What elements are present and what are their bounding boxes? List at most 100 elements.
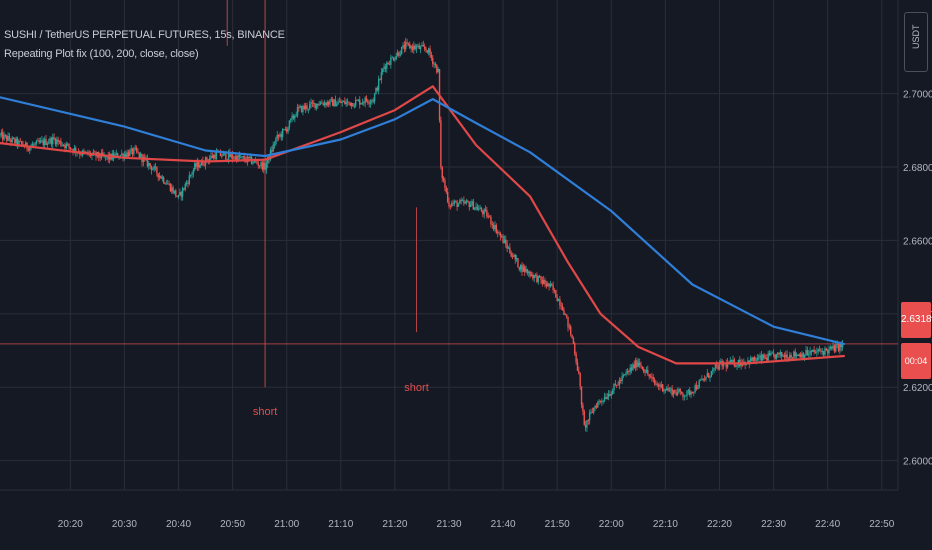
candle-body [713,367,715,370]
candle-body [749,357,752,365]
candle-body [492,224,495,230]
candle-body [799,354,802,358]
ma-200-line [0,96,846,345]
candle-body [588,412,591,421]
candle-body [172,187,174,194]
candle-body [46,143,49,146]
x-tick-label: 21:30 [436,519,461,530]
candle-body [303,105,305,109]
candle-body [760,355,763,361]
candle-body [610,394,612,396]
candle-body [165,183,168,185]
candle-body [152,169,154,171]
candle-body [775,354,777,359]
candle-body [263,162,265,170]
x-tick-label: 22:20 [707,519,732,530]
candle-body [310,102,312,105]
candle-body [502,235,504,244]
candle-body [698,380,700,388]
candle-body [131,148,134,155]
candle-body [410,46,412,49]
candle-body [818,349,821,351]
candle-body [361,102,364,104]
candle-body [329,99,331,105]
candle-body [135,147,138,152]
candle-body [387,62,389,65]
candle-body [519,264,522,270]
candle-body [671,388,673,396]
candle-body [139,153,142,158]
candle-body [187,182,189,184]
candle-body [430,54,433,58]
candle-body [275,138,277,145]
candle-body [225,152,227,160]
candle-body [511,256,514,258]
candle-body [286,129,288,132]
candle-body [15,138,17,144]
candle-body [0,134,1,136]
candle-body [763,354,765,359]
candle-body [771,352,773,354]
candle-body [38,140,40,143]
candle-body [501,235,503,237]
x-tick-label: 21:40 [491,519,516,530]
candle-body [634,360,637,368]
candle-body [755,360,757,362]
candle-body [169,183,172,192]
candle-body [605,397,607,399]
indicator-legend[interactable]: Repeating Plot fix (100, 200, close, clo… [4,48,199,60]
candle-body [195,163,197,167]
candle-body [325,102,327,106]
candle-body [288,120,291,128]
candle-body [568,326,571,328]
candle-body [640,365,642,367]
candle-body [57,139,59,142]
candle-body [150,166,153,171]
candle-body [766,357,768,361]
candle-body [440,120,442,168]
candle-body [376,87,379,91]
candle-body [582,404,584,412]
candle-body [417,45,419,47]
candle-body [667,388,669,391]
candle-body [161,177,163,179]
candle-body [149,163,151,167]
candle-body [545,284,548,287]
candle-body [184,184,186,190]
x-tick-label: 20:30 [112,519,137,530]
current-price-label: 2.6318 [901,302,932,338]
candle-body [767,353,769,361]
ma-100-line [0,85,846,365]
candle-body [428,48,430,53]
candle-body [295,115,297,117]
candle-body [791,357,794,359]
candle-body [398,52,400,56]
candle-body [789,355,791,359]
candle-body [706,373,709,377]
candle-body [591,411,594,413]
candle-body [192,169,195,174]
candle-body [774,354,776,359]
candle-body [83,150,85,152]
candle-body [429,48,431,55]
candle-body [315,103,318,109]
candle-body [515,258,518,260]
candle-body [164,182,166,185]
currency-unit-button[interactable]: USDT [904,12,928,72]
candle-body [729,360,732,365]
candle-body [499,233,502,237]
candle-body [437,68,439,73]
candle-body [465,200,468,203]
candle-body [388,64,391,65]
candle-body [732,359,734,362]
candle-body [42,140,44,145]
candle-body [778,352,780,355]
candle-body [645,370,648,373]
candle-body [633,364,635,368]
candle-body [240,157,242,159]
candle-body [229,152,231,158]
candle-body [444,180,446,188]
